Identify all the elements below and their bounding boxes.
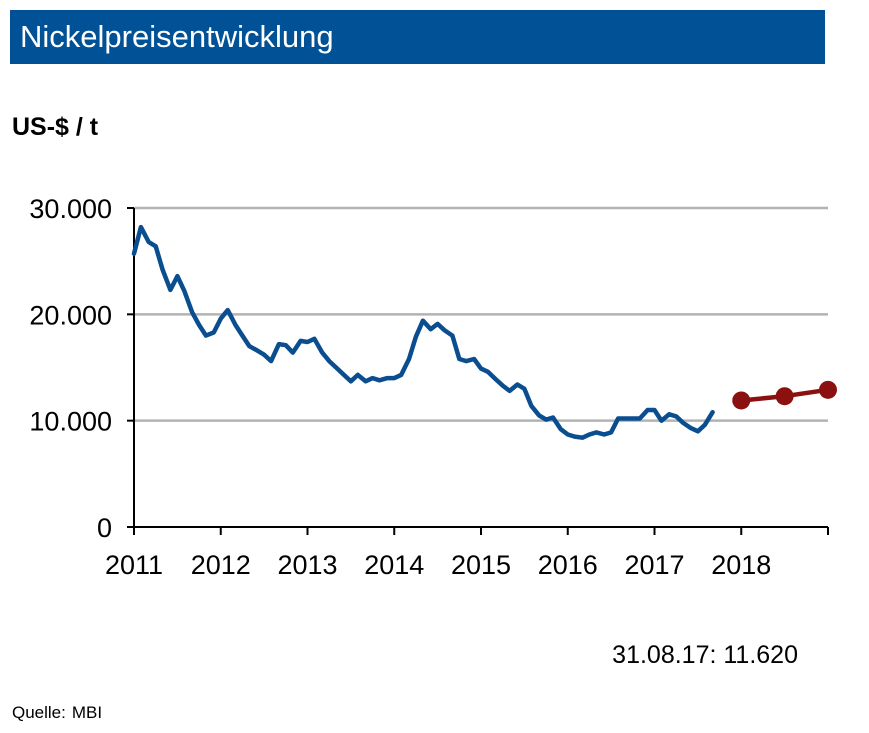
- x-tick-label: 2013: [277, 550, 337, 580]
- forecast-point: [819, 380, 837, 399]
- forecast-point: [775, 387, 794, 406]
- x-tick-labels: 2011 2012 2013 2014 2015 2016 2017 2018: [105, 550, 771, 580]
- series-group: [131, 224, 837, 440]
- y-tick-label: 10.000: [29, 407, 112, 437]
- axes: [127, 207, 829, 535]
- x-tick-label: 2017: [624, 550, 684, 580]
- chart-title: Nickelpreisentwicklung: [20, 19, 334, 54]
- gridlines: [134, 206, 828, 422]
- x-tick-label: 2015: [451, 550, 511, 580]
- source: Quelle: MBI: [12, 703, 108, 723]
- source-value: MBI: [71, 703, 103, 722]
- x-tick-label: 2016: [538, 550, 598, 580]
- title-bar: Nickelpreisentwicklung: [10, 10, 825, 64]
- y-tick-labels: 0 10.000 20.000 30.000: [29, 194, 112, 543]
- x-tick-label: 2018: [711, 550, 771, 580]
- unit-label: US-$ / t: [12, 113, 99, 141]
- y-tick-label: 0: [97, 513, 112, 543]
- y-tick-label: 30.000: [29, 194, 112, 224]
- x-tick-label: 2012: [191, 550, 251, 580]
- y-tick-label: 20.000: [29, 300, 112, 330]
- forecast-point: [732, 391, 751, 410]
- x-tick-label: 2011: [105, 550, 163, 580]
- source-label: Quelle:: [12, 703, 66, 722]
- latest-price-note: 31.08.17: 11.620: [612, 641, 798, 669]
- x-tick-label: 2014: [364, 550, 424, 580]
- series-history-line: [131, 224, 715, 440]
